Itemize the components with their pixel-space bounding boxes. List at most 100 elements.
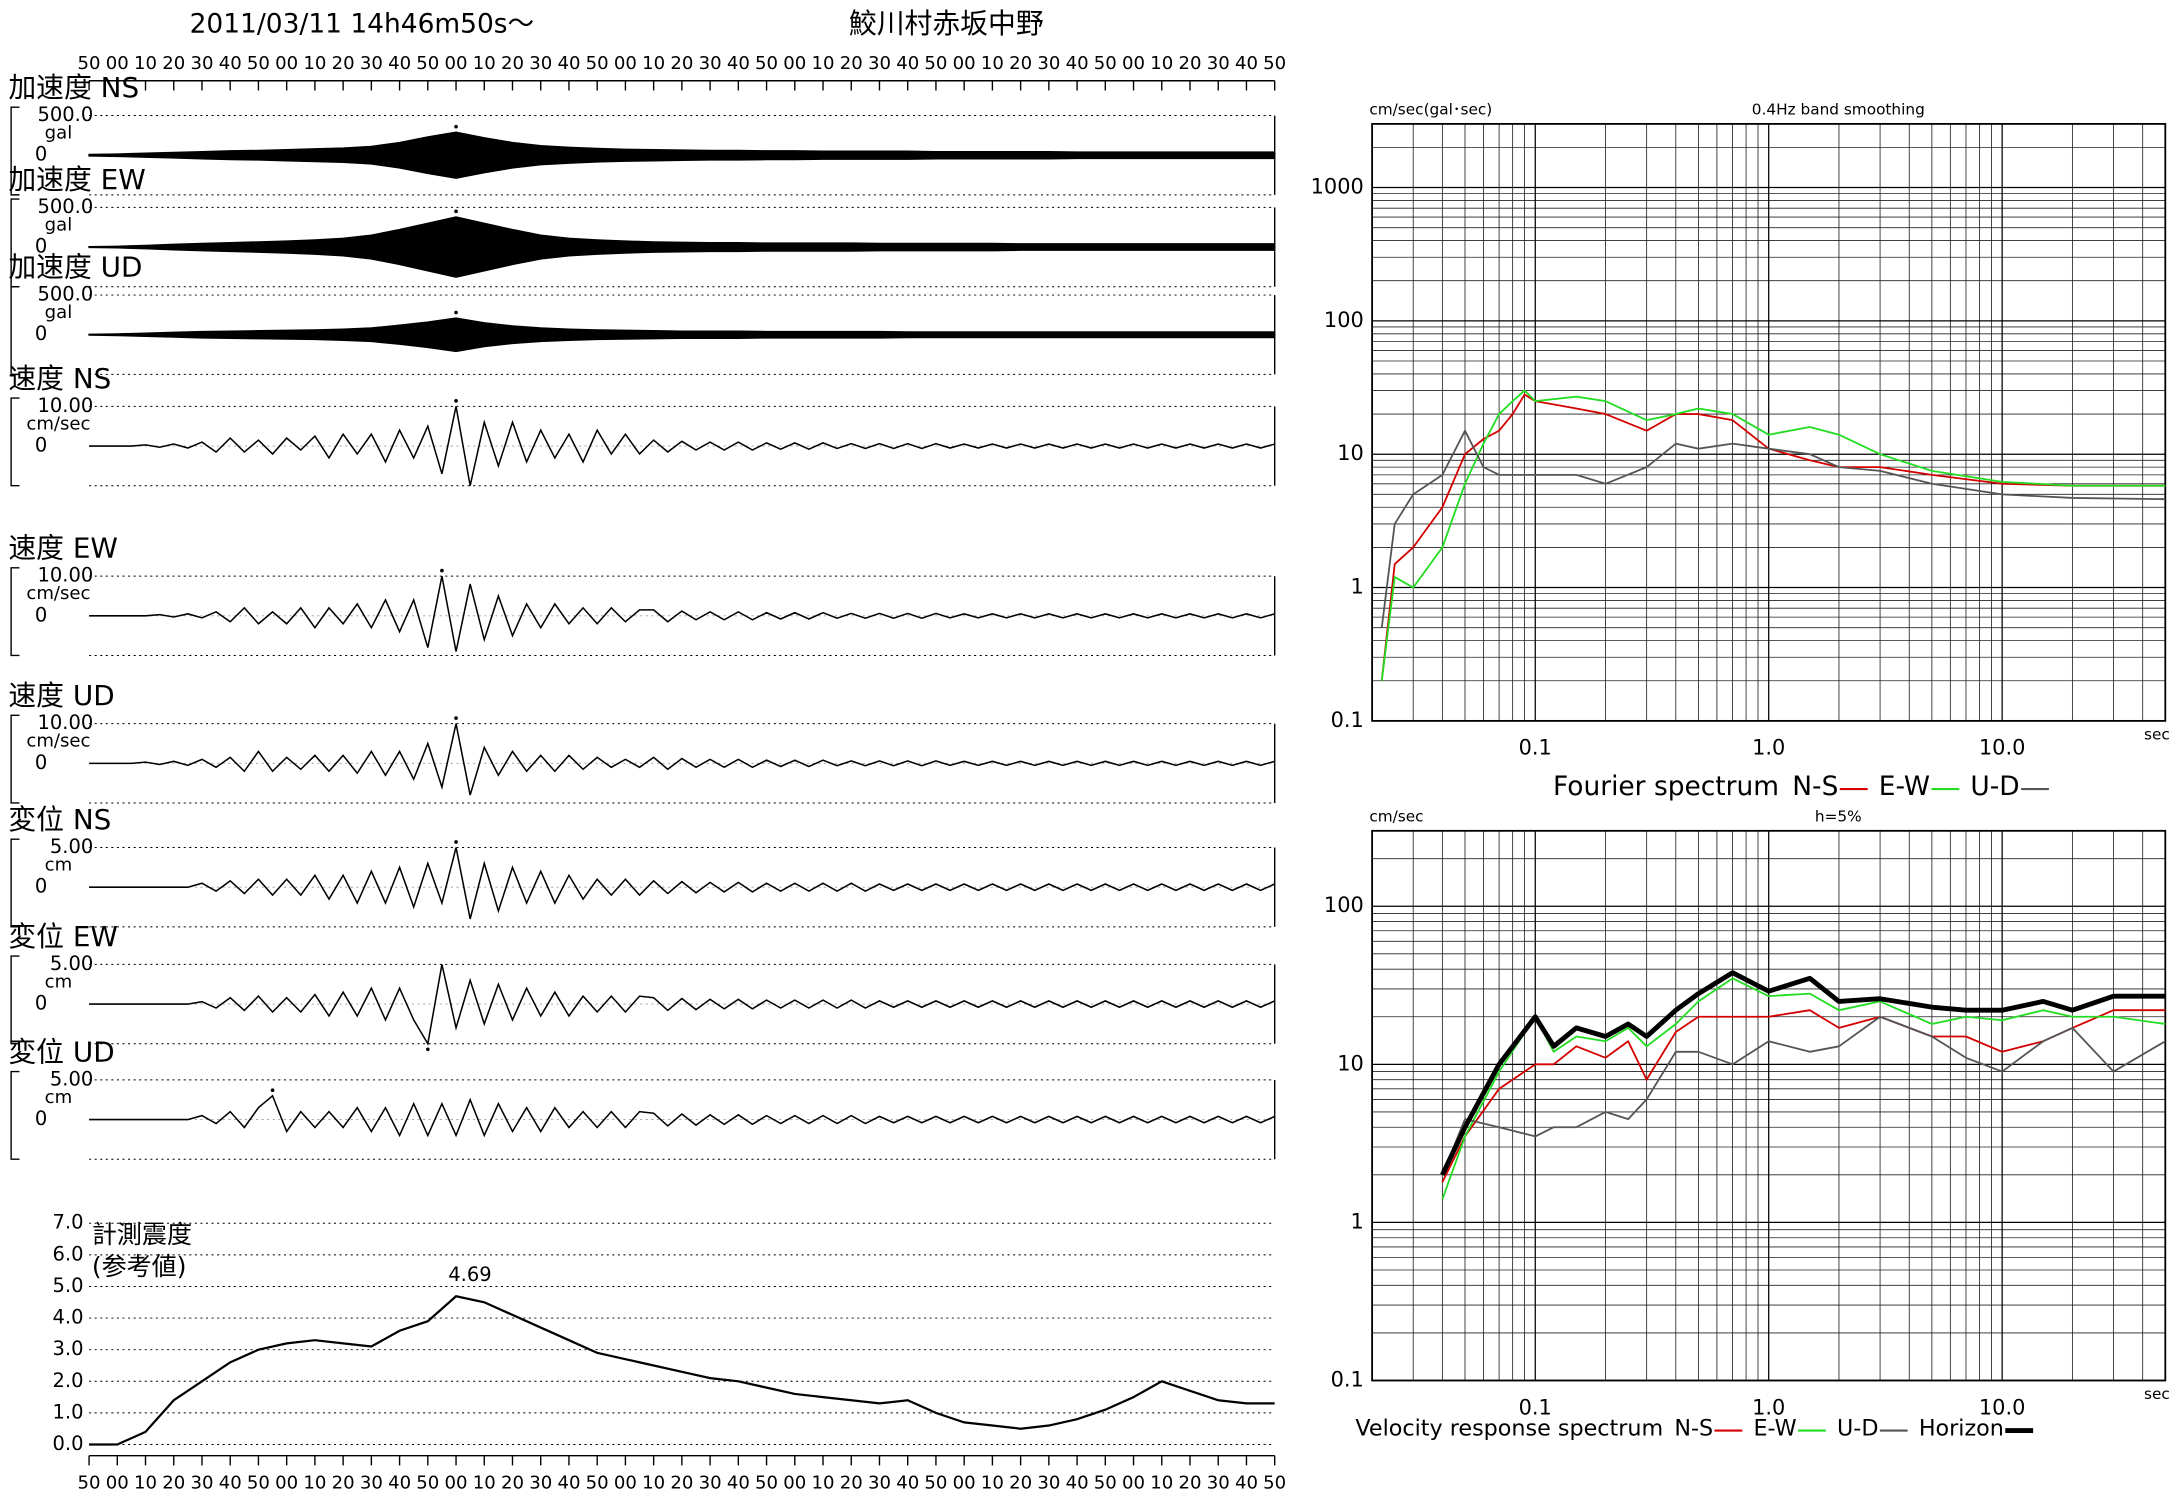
panel-label: 変位 NS xyxy=(8,803,111,836)
time-tick-label: 20 xyxy=(1178,53,1201,74)
time-tick-label: 30 xyxy=(360,53,383,74)
time-tick-label: 40 xyxy=(388,53,411,74)
y-tick-label: 10.00 xyxy=(37,564,93,587)
panel-label: 加速度 EW xyxy=(8,163,145,196)
panel-unit: cm xyxy=(45,972,73,993)
x-axis-unit: sec xyxy=(2144,1385,2170,1403)
time-tick-label: 50 xyxy=(924,53,947,74)
time-tick-label: 20 xyxy=(501,1472,524,1493)
time-tick-label: 50 xyxy=(247,1472,270,1493)
legend-label: U-D xyxy=(1970,771,2019,802)
spectrum-line xyxy=(1380,429,2166,628)
time-tick-label: 00 xyxy=(783,1472,806,1493)
peak-dot xyxy=(454,124,458,129)
time-tick-label: 40 xyxy=(1235,53,1258,74)
y-tick-label: 500.0 xyxy=(37,103,93,126)
panel-bracket xyxy=(10,567,20,657)
y-axis-unit: cm/sec xyxy=(1369,807,1423,825)
y-tick-label: 1 xyxy=(1350,575,1363,599)
time-tick-label: 30 xyxy=(190,1472,213,1493)
time-tick-label: 00 xyxy=(1122,1472,1145,1493)
station-name: 鮫川村赤坂中野 xyxy=(849,7,1044,40)
time-tick-label: 40 xyxy=(896,53,919,74)
y-tick-label: 10 xyxy=(1337,441,1364,465)
time-tick-label: 10 xyxy=(134,53,157,74)
time-tick-label: 30 xyxy=(1207,53,1230,74)
time-tick-label: 40 xyxy=(1066,53,1089,74)
time-tick-label: 40 xyxy=(896,1472,919,1493)
chart-title: 0.4Hz band smoothing xyxy=(1752,100,1925,118)
y-tick-label: 500.0 xyxy=(37,195,93,218)
panel-unit: gal xyxy=(45,302,73,323)
acceleration-envelope xyxy=(88,317,1276,353)
time-tick-label: 30 xyxy=(868,1472,891,1493)
y-tick-label: 2.0 xyxy=(53,1369,84,1392)
time-tick-label: 10 xyxy=(1150,1472,1173,1493)
y-tick-label: 0 xyxy=(35,322,47,345)
time-tick-label: 20 xyxy=(840,53,863,74)
time-tick-label: 40 xyxy=(219,1472,242,1493)
time-tick-label: 10 xyxy=(642,53,665,74)
waveform-trace xyxy=(89,964,1276,1046)
time-tick-label: 30 xyxy=(529,53,552,74)
panel-unit: gal xyxy=(45,214,73,235)
waveform-trace xyxy=(89,1094,1276,1138)
panel-label: 加速度 UD xyxy=(8,251,142,284)
peak-dot xyxy=(454,399,458,403)
time-tick-label: 50 xyxy=(586,1472,609,1493)
time-tick-label: 00 xyxy=(614,1472,637,1493)
time-tick-label: 50 xyxy=(755,53,778,74)
y-tick-label: 1.0 xyxy=(53,1400,84,1423)
y-tick-label: 10.00 xyxy=(37,394,93,417)
acceleration-envelope xyxy=(88,216,1276,278)
legend-label: U-D xyxy=(1837,1416,1878,1442)
peak-dot xyxy=(454,840,458,844)
time-tick-label: 50 xyxy=(1263,53,1286,74)
time-tick-label: 10 xyxy=(981,1472,1004,1493)
x-tick-label: 0.1 xyxy=(1519,736,1552,760)
time-tick-label: 00 xyxy=(106,53,129,74)
time-tick-label: 20 xyxy=(840,1472,863,1493)
time-tick-label: 50 xyxy=(1094,53,1117,74)
waveform-trace xyxy=(89,847,1276,920)
y-tick-label: 1 xyxy=(1350,1209,1363,1233)
spectrum-line xyxy=(1380,393,2166,681)
y-tick-label: 0 xyxy=(35,603,47,626)
panel-unit: cm/sec xyxy=(26,583,90,604)
time-tick-label: 30 xyxy=(1207,1472,1230,1493)
legend-label: E-W xyxy=(1753,1416,1796,1442)
panel-unit: cm xyxy=(45,1087,73,1108)
time-tick-label: 00 xyxy=(614,53,637,74)
time-tick-label: 10 xyxy=(981,53,1004,74)
time-tick-label: 40 xyxy=(557,53,580,74)
time-tick-label: 40 xyxy=(727,1472,750,1493)
legend-label: N-S xyxy=(1792,771,1838,802)
peak-annotation: 4.69 xyxy=(448,1263,491,1286)
panel-unit: gal xyxy=(45,123,73,144)
y-tick-label: 10 xyxy=(1337,1051,1364,1075)
time-tick-label: 20 xyxy=(332,1472,355,1493)
spectrum-line xyxy=(1441,1015,2166,1176)
y-tick-label: 5.0 xyxy=(53,1274,84,1297)
time-tick-label: 50 xyxy=(1263,1472,1286,1493)
time-tick-label: 20 xyxy=(162,1472,185,1493)
spectrum-line xyxy=(1380,389,2166,681)
y-tick-label: 3.0 xyxy=(53,1337,84,1360)
time-tick-label: 10 xyxy=(1150,53,1173,74)
time-tick-label: 20 xyxy=(1009,1472,1032,1493)
panel-bracket xyxy=(10,286,20,376)
y-tick-label: 0 xyxy=(35,875,47,898)
y-tick-label: 7.0 xyxy=(53,1211,84,1234)
y-tick-label: 0 xyxy=(35,751,47,774)
peak-dot xyxy=(454,716,458,720)
time-tick-label: 10 xyxy=(303,1472,326,1493)
time-tick-label: 50 xyxy=(416,1472,439,1493)
spectrum-line xyxy=(1440,970,2166,1176)
y-tick-label: 5.00 xyxy=(50,952,93,975)
panel-bracket xyxy=(10,955,20,1045)
time-tick-label: 30 xyxy=(190,53,213,74)
intensity-subtitle: (参考値) xyxy=(92,1252,187,1281)
time-tick-label: 00 xyxy=(953,53,976,74)
x-tick-label: 10.0 xyxy=(1979,736,2025,760)
